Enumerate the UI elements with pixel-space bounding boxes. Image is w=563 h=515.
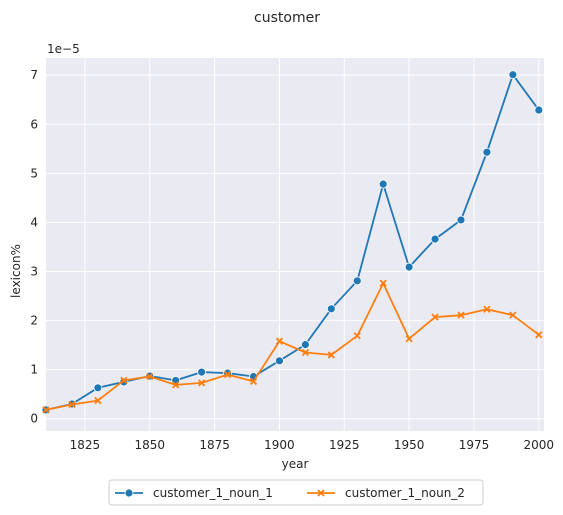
plot-area [46, 58, 544, 431]
data-point [120, 376, 128, 385]
data-point [405, 335, 413, 343]
data-point [535, 331, 543, 339]
legend-box [108, 479, 484, 506]
x-tick-label: 1975 [459, 438, 490, 452]
grid [46, 58, 544, 431]
data-point [509, 311, 517, 319]
data-point [352, 276, 362, 286]
y-tick-label: 5 [30, 166, 38, 180]
y-tick-label: 1 [30, 363, 38, 377]
series-2 [42, 279, 543, 414]
y-axis-scale-label: 1e−5 [47, 42, 80, 56]
data-point [124, 488, 134, 498]
x-tick-label: 1950 [394, 438, 425, 452]
legend-label: customer_1_noun_1 [153, 486, 273, 500]
data-point [93, 383, 103, 393]
data-point [223, 370, 232, 379]
data-point [146, 372, 154, 381]
data-point [508, 70, 518, 80]
data-point [353, 332, 361, 340]
legend: customer_1_noun_1 customer_1_noun_2 [108, 479, 484, 506]
x-tick-label: 1875 [199, 438, 230, 452]
data-point [68, 400, 76, 409]
data-point [42, 406, 50, 414]
data-point [275, 337, 284, 345]
series-line [45, 73, 540, 411]
data-point [94, 396, 102, 405]
data-point [456, 215, 466, 225]
data-point [300, 340, 310, 350]
y-tick-label: 0 [30, 412, 38, 426]
y-tick-label: 6 [30, 117, 38, 131]
x-tick-label: 1850 [134, 438, 165, 452]
x-tick-label: 1900 [264, 438, 295, 452]
y-tick-label: 4 [30, 215, 38, 229]
x-tick-label: 1825 [70, 438, 101, 452]
data-point [482, 147, 492, 157]
data-point [379, 279, 387, 287]
x-tick-label: 2000 [524, 438, 555, 452]
series-group [41, 70, 544, 415]
data-point [301, 348, 310, 357]
x-axis-ticks: 1825 1850 1875 1900 1925 1950 1975 2000 [70, 438, 554, 452]
series-1 [41, 70, 544, 415]
data-point [197, 367, 207, 377]
y-tick-label: 3 [30, 264, 38, 278]
data-point [317, 489, 325, 497]
series-line [45, 282, 540, 411]
data-point [275, 356, 284, 366]
legend-label: customer_1_noun_2 [345, 486, 465, 500]
chart-title: customer [254, 10, 320, 26]
data-point [378, 179, 388, 189]
y-tick-label: 7 [30, 68, 38, 82]
data-point [326, 304, 336, 314]
data-point [327, 351, 335, 359]
data-point [430, 234, 440, 244]
legend-entry: customer_1_noun_2 [307, 486, 465, 500]
x-axis-label: year [282, 457, 309, 471]
data-point [483, 305, 491, 313]
y-tick-label: 2 [30, 314, 38, 328]
data-point [404, 262, 414, 272]
legend-entry: customer_1_noun_1 [115, 486, 273, 500]
y-axis-ticks: 0 1 2 3 4 5 6 7 [30, 68, 38, 426]
x-tick-label: 1925 [329, 438, 360, 452]
data-point [431, 313, 439, 321]
data-point [457, 311, 465, 319]
data-point [197, 379, 206, 387]
y-axis-label: lexicon% [9, 244, 23, 298]
data-point [534, 105, 544, 115]
data-point [172, 381, 180, 389]
data-point [249, 377, 258, 386]
